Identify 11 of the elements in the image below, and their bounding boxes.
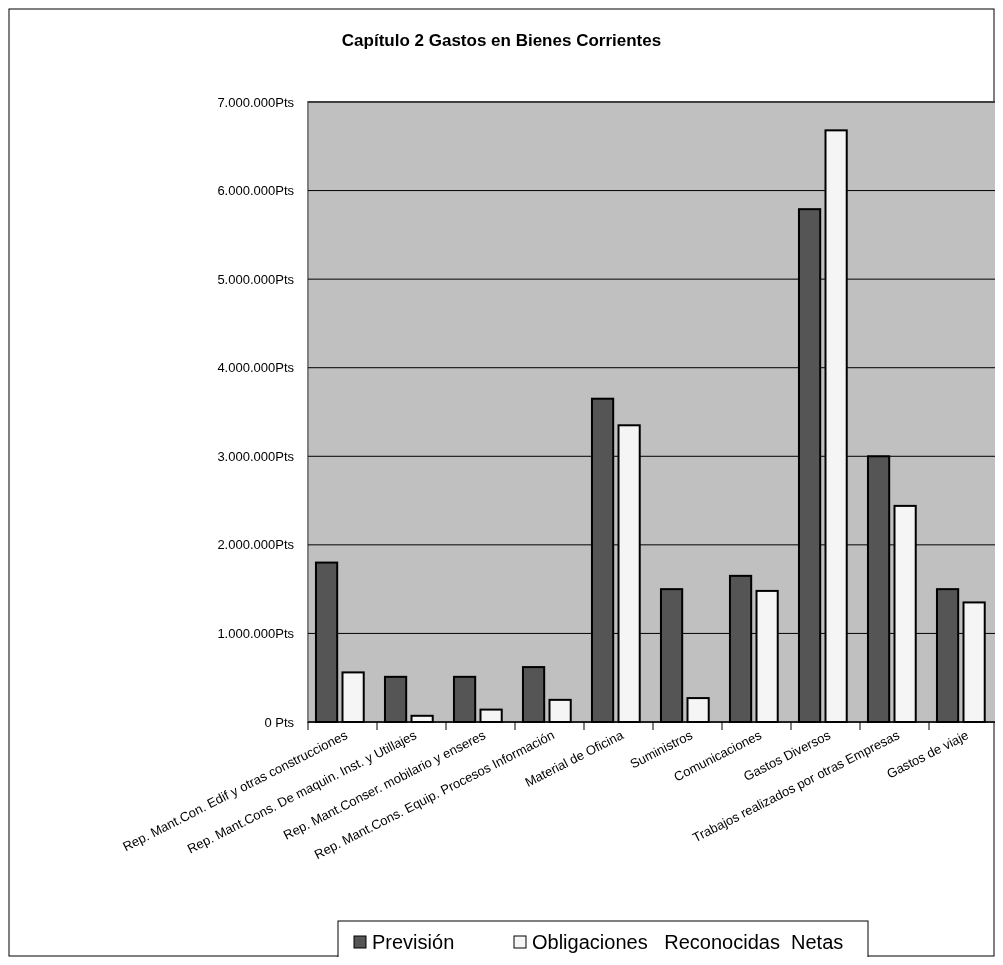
legend-label: Obligaciones Reconocidas Netas: [532, 931, 844, 953]
y-tick-label: 3.000.000Pts: [217, 448, 295, 464]
y-tick-label: 6.000.000Pts: [217, 183, 295, 199]
y-tick-label: 4.000.000Pts: [217, 360, 295, 376]
legend-label: Previsión: [372, 931, 455, 953]
y-tick-label: 7.000.000Pts: [217, 94, 295, 110]
y-tick-label: 0 Pts: [264, 714, 295, 730]
y-tick-label: 2.000.000Pts: [217, 537, 295, 553]
y-tick-label: 5.000.000Pts: [217, 271, 295, 287]
chart-title: Capítulo 2 Gastos en Bienes Corrientes: [341, 31, 662, 50]
y-tick-label: 1.000.000Pts: [217, 625, 295, 641]
